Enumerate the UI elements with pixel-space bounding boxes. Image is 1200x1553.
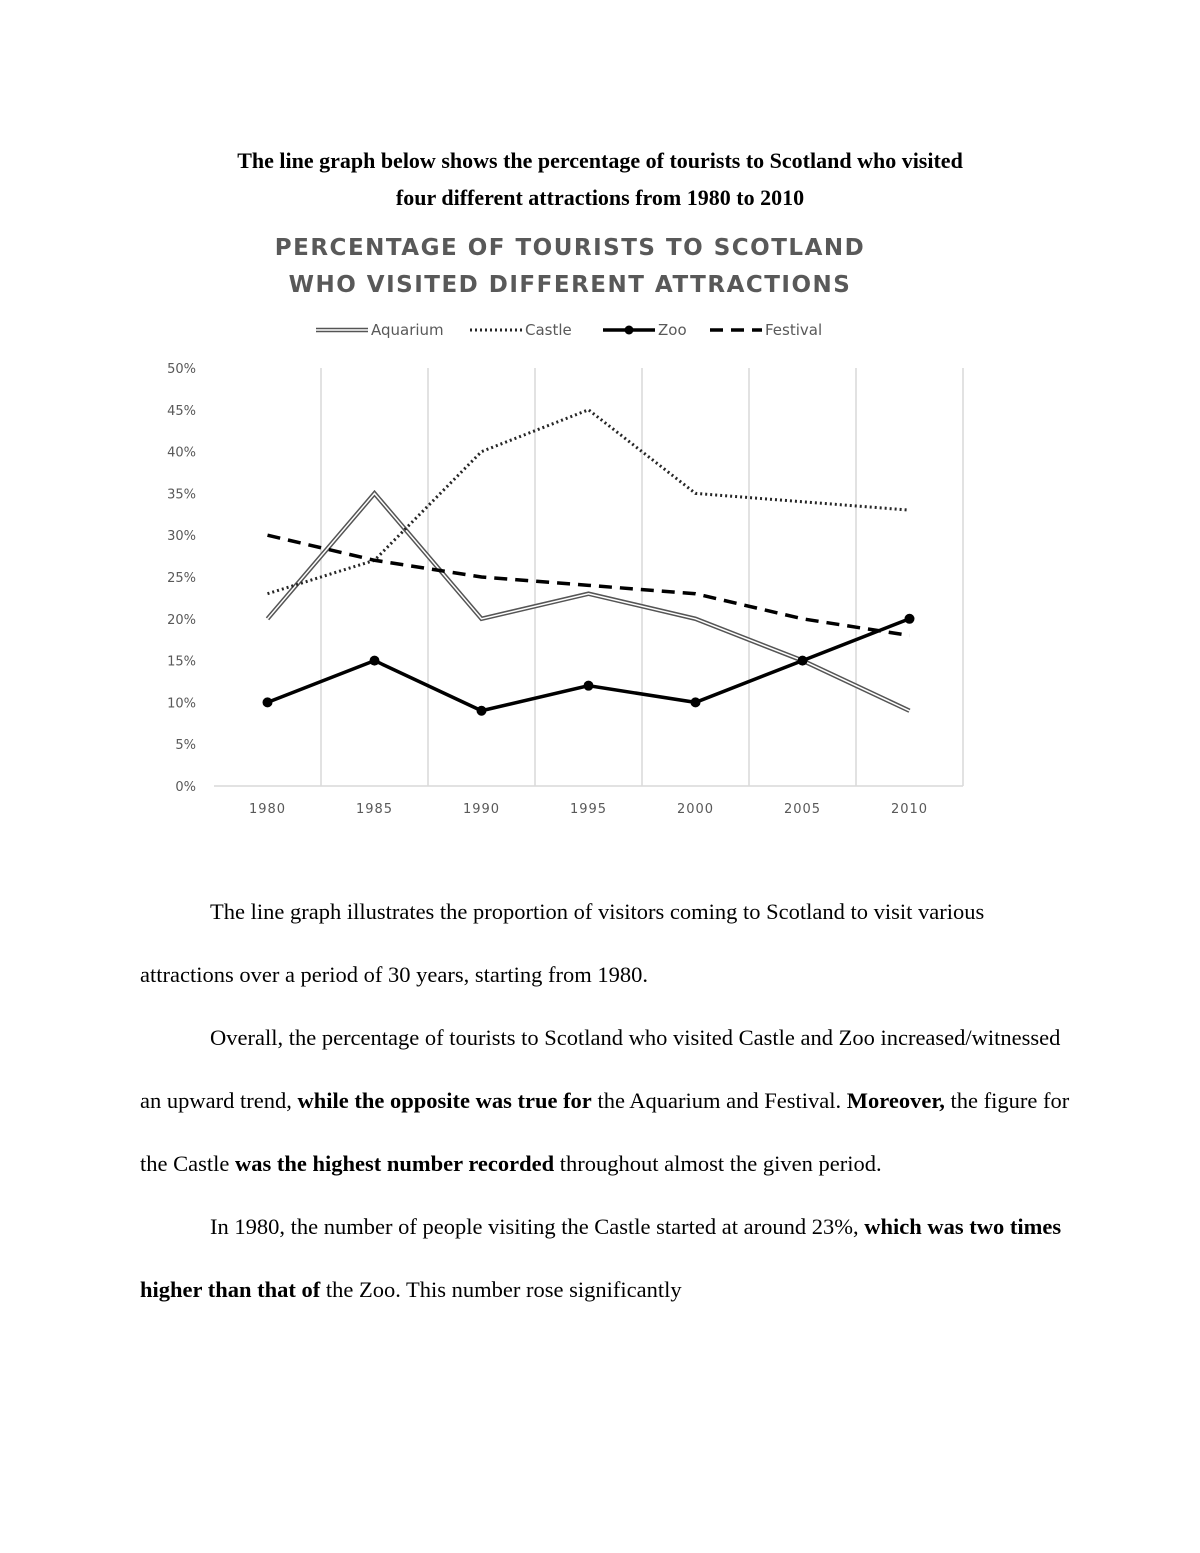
chart-title-line-2: WHO VISITED DIFFERENT ATTRACTIONS [288, 272, 852, 298]
series-aquarium-line [265, 489, 911, 713]
text-run: the Aquarium and Festival. [591, 1088, 847, 1113]
legend-label-zoo: Zoo [658, 321, 687, 339]
heading-line-1: The line graph below shows the percentag… [237, 148, 963, 173]
y-tick-label: 15% [167, 655, 196, 670]
y-tick-label: 10% [167, 696, 196, 711]
essay-body: The line graph illustrates the proportio… [140, 880, 1070, 1321]
assignment-heading: The line graph below shows the percentag… [100, 142, 1100, 216]
series-zoo-marker [797, 655, 808, 666]
bold-phrase: which was two times higher than that of [140, 1214, 1062, 1302]
paragraph-3: In 1980, the number of people visiting t… [140, 1195, 1070, 1321]
bold-phrase: while the opposite was true for [297, 1088, 592, 1113]
series-zoo-marker [262, 697, 273, 708]
x-tick-label: 1995 [570, 802, 607, 817]
paragraph-2: Overall, the percentage of tourists to S… [140, 1006, 1070, 1195]
series-castle-line [267, 408, 910, 596]
x-tick-label: 1990 [463, 802, 500, 817]
y-tick-label: 45% [167, 404, 196, 419]
y-tick-label: 20% [167, 613, 196, 628]
series-zoo-marker [583, 680, 594, 691]
text-run: throughout almost the given period. [554, 1151, 882, 1176]
series-zoo-marker [690, 697, 701, 708]
y-tick-label: 35% [167, 487, 196, 502]
y-tick-label: 25% [167, 571, 196, 586]
text-run: the Zoo. This number rose significantly [320, 1277, 682, 1302]
line-chart: 0% 5% 10% 15% 20% 25% 30% 35% 40% 45% 50% 1980 1985 1… [167, 321, 964, 817]
x-tick-label: 1985 [356, 802, 393, 817]
x-tick-label: 2000 [677, 802, 714, 817]
heading-line-2: four different attractions from 1980 to … [395, 185, 805, 210]
x-tick-label: 2010 [891, 802, 928, 817]
legend-label-aquarium: Aquarium [371, 321, 444, 339]
bold-phrase: Moreover, [846, 1088, 945, 1113]
chart-title: PERCENTAGE OF TOURISTS TO SCOTLAND WHO V… [170, 230, 970, 304]
series-zoo-marker [904, 613, 915, 624]
series-zoo-marker [476, 705, 487, 716]
y-tick-label: 40% [167, 446, 196, 461]
paragraph-1: The line graph illustrates the proportio… [140, 899, 985, 987]
text-run: Overall, the percentage of tourists to S… [140, 1025, 1061, 1113]
legend-label-festival: Festival [765, 321, 822, 339]
x-tick-label: 1980 [249, 802, 286, 817]
text-run: the figure for the Castle [140, 1088, 1070, 1176]
text-run: In 1980, the number of people visiting t… [210, 1214, 865, 1239]
chart-title-line-1: PERCENTAGE OF TOURISTS TO SCOTLAND [274, 235, 866, 261]
series-festival-line [267, 533, 910, 638]
y-tick-label: 50% [167, 362, 196, 377]
legend-label-castle: Castle [525, 321, 572, 339]
series-aquarium-line-inner [266, 492, 910, 712]
series-zoo-marker [369, 655, 380, 666]
x-tick-label: 2005 [784, 802, 821, 817]
y-tick-label: 30% [167, 529, 196, 544]
y-tick-label: 0% [175, 780, 196, 795]
y-tick-label: 5% [175, 738, 196, 753]
bold-phrase: was the highest number recorded [234, 1151, 555, 1176]
legend-marker [624, 325, 634, 335]
